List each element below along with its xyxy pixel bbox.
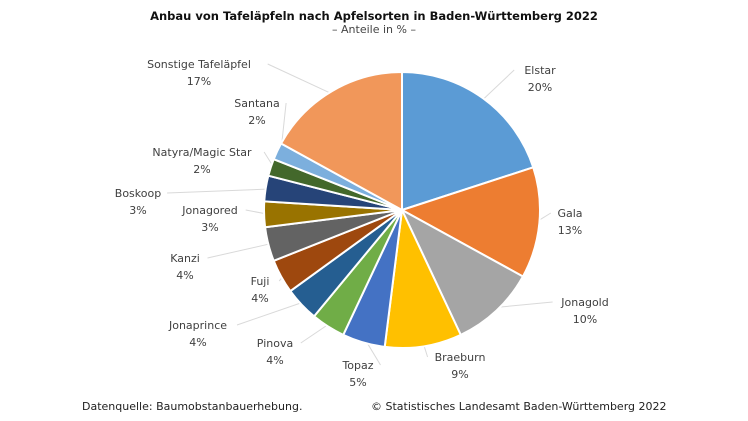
slice-value-label: 4% — [189, 336, 206, 349]
chart-title: Anbau von Tafeläpfeln nach Apfelsorten i… — [150, 9, 598, 23]
slice-label: Topaz — [341, 359, 373, 372]
slice-label: Elstar — [524, 64, 556, 77]
slice-value-label: 5% — [349, 376, 366, 389]
data-source: Datenquelle: Baumobstanbauerhebung. — [82, 400, 303, 413]
slice-value-label: 4% — [176, 269, 193, 282]
slice-label: Braeburn — [435, 351, 486, 364]
leader-line — [236, 301, 305, 326]
slice-value-label: 2% — [248, 114, 265, 127]
slice-value-label: 20% — [528, 81, 552, 94]
slice-value-label: 9% — [451, 368, 468, 381]
slice-value-label: 4% — [266, 354, 283, 367]
slice-value-label: 3% — [201, 221, 218, 234]
pie-slice-0 — [401, 70, 535, 212]
slice-label: Gala — [557, 207, 582, 220]
leader-line — [167, 188, 270, 194]
chart-subtitle: – Anteile in % – — [332, 23, 416, 36]
slice-value-label: 10% — [573, 313, 597, 326]
slice-label: Sonstige Tafeläpfel — [147, 58, 251, 71]
leader-line — [493, 301, 553, 309]
slice-value-label: 17% — [187, 75, 211, 88]
slice-label: Kanzi — [170, 252, 200, 265]
slice-label: Fuji — [251, 275, 270, 288]
pie-slice-1 — [399, 166, 541, 278]
copyright: © Statistisches Landesamt Baden-Württemb… — [371, 400, 667, 413]
leader-line — [480, 69, 515, 102]
leader-line — [267, 63, 334, 96]
slice-value-label: 2% — [193, 163, 210, 176]
slice-value-label: 13% — [558, 224, 582, 237]
slice-value-label: 3% — [129, 204, 146, 217]
slice-label: Natyra/Magic Star — [152, 146, 252, 159]
slice-label: Boskoop — [115, 187, 161, 200]
slice-label: Jonagored — [181, 204, 237, 217]
pie-slice-2 — [399, 207, 525, 337]
leader-line — [207, 242, 273, 259]
slice-label: Pinova — [257, 337, 293, 350]
slice-value-label: 4% — [251, 292, 268, 305]
leader-line — [300, 322, 331, 344]
slice-label: Jonagold — [560, 296, 608, 309]
pie-slice-13 — [279, 70, 403, 212]
slice-label: Santana — [234, 97, 279, 110]
slice-label: Jonaprince — [168, 319, 227, 332]
